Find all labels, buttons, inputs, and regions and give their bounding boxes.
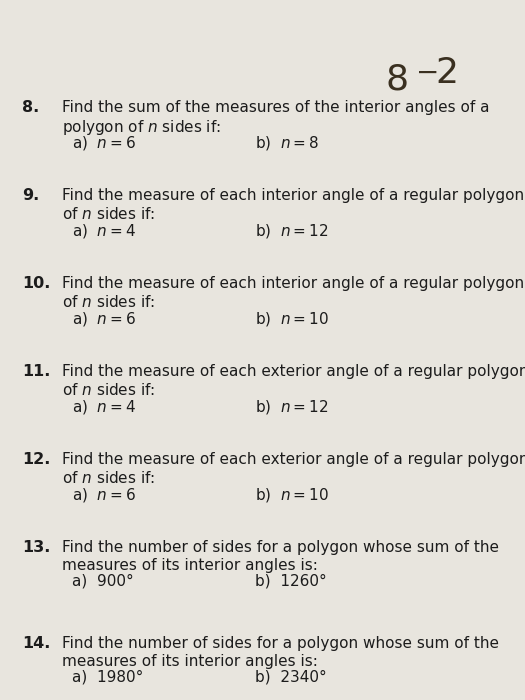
Text: of $n$ sides if:: of $n$ sides if: [62,206,155,222]
Text: of $n$ sides if:: of $n$ sides if: [62,382,155,398]
Text: 11.: 11. [22,364,50,379]
Text: of $n$ sides if:: of $n$ sides if: [62,470,155,486]
Text: Find the sum of the measures of the interior angles of a: Find the sum of the measures of the inte… [62,100,489,115]
Text: b)  $n = 10$: b) $n = 10$ [255,486,329,504]
Text: measures of its interior angles is:: measures of its interior angles is: [62,654,318,669]
Text: Find the measure of each interior angle of a regular polygon: Find the measure of each interior angle … [62,188,524,203]
Text: $\mathit{2}$: $\mathit{2}$ [435,56,456,90]
Text: Find the measure of each exterior angle of a regular polygon: Find the measure of each exterior angle … [62,452,525,467]
Text: 12.: 12. [22,452,50,467]
Text: 9.: 9. [22,188,39,203]
Text: of $n$ sides if:: of $n$ sides if: [62,294,155,310]
Text: Find the measure of each exterior angle of a regular polygon: Find the measure of each exterior angle … [62,364,525,379]
Text: a)  $n = 4$: a) $n = 4$ [72,222,136,240]
Text: a)  900°: a) 900° [72,574,134,589]
Text: 13.: 13. [22,540,50,555]
Text: a)  $n = 6$: a) $n = 6$ [72,310,136,328]
Text: Find the number of sides for a polygon whose sum of the: Find the number of sides for a polygon w… [62,540,499,555]
Text: a)  $n = 6$: a) $n = 6$ [72,134,136,152]
Text: b)  1260°: b) 1260° [255,574,327,589]
Text: 14.: 14. [22,636,50,651]
Text: a)  $n = 6$: a) $n = 6$ [72,486,136,504]
Text: measures of its interior angles is:: measures of its interior angles is: [62,558,318,573]
Text: a)  1980°: a) 1980° [72,670,143,685]
Text: b)  $n = 12$: b) $n = 12$ [255,222,329,240]
Text: b)  $n = 12$: b) $n = 12$ [255,398,329,416]
Text: $\mathit{8}$: $\mathit{8}$ [385,62,407,96]
Text: 10.: 10. [22,276,50,291]
Text: b)  $n = 10$: b) $n = 10$ [255,310,329,328]
Text: polygon of $n$ sides if:: polygon of $n$ sides if: [62,118,221,137]
Text: Find the measure of each interior angle of a regular polygon: Find the measure of each interior angle … [62,276,524,291]
Text: b)  2340°: b) 2340° [255,670,327,685]
Text: b)  $n = 8$: b) $n = 8$ [255,134,319,152]
Text: 8.: 8. [22,100,39,115]
Text: $-$: $-$ [415,58,437,86]
Text: Find the number of sides for a polygon whose sum of the: Find the number of sides for a polygon w… [62,636,499,651]
Text: a)  $n = 4$: a) $n = 4$ [72,398,136,416]
